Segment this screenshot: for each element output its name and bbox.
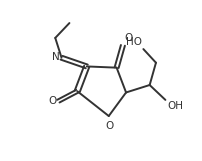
- Text: O: O: [124, 33, 132, 43]
- Text: O: O: [105, 121, 113, 131]
- Text: HO: HO: [125, 37, 141, 47]
- Text: O: O: [48, 96, 57, 106]
- Text: N: N: [52, 52, 60, 62]
- Text: OH: OH: [166, 101, 182, 111]
